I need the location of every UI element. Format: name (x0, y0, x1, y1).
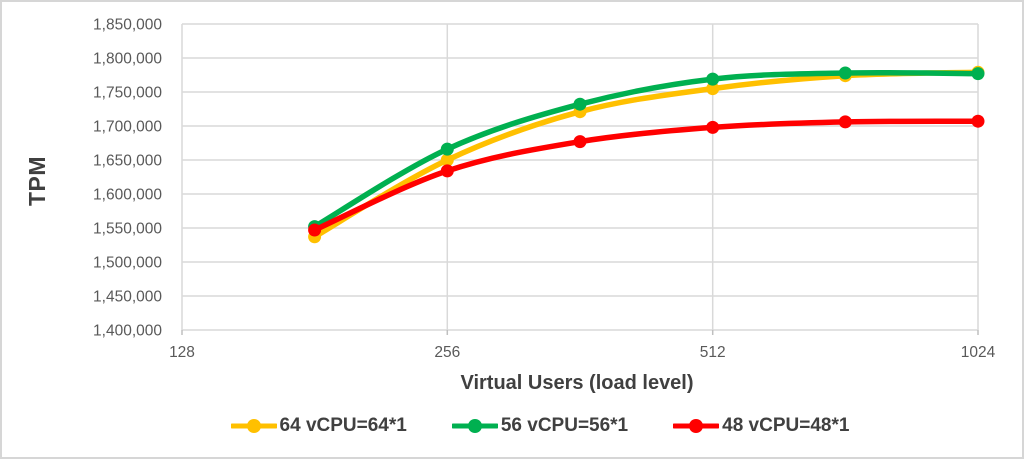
y-tick-label: 1,500,000 (93, 255, 162, 272)
y-tick-label: 1,850,000 (93, 17, 162, 34)
legend-marker-icon (451, 419, 498, 433)
data-point-marker (838, 115, 852, 129)
data-point-marker (573, 135, 587, 149)
data-point-marker (706, 82, 720, 96)
data-point-marker (308, 223, 322, 237)
legend-item-64vcpu: 64 vCPU=64*1 (230, 415, 407, 437)
legend-label: 56 vCPU=56*1 (500, 415, 629, 436)
series-line-2 (311, 118, 981, 233)
x-tick-label: 1024 (961, 344, 996, 361)
series-line-1 (311, 69, 981, 230)
data-point-marker (440, 164, 454, 178)
legend-marker-icon (230, 419, 277, 433)
legend-item-48vcpu: 48 vCPU=48*1 (673, 415, 849, 437)
data-point-marker (440, 153, 454, 167)
data-point-marker (440, 142, 454, 156)
legend-marker-icon (673, 419, 720, 433)
y-tick-label: 1,800,000 (93, 51, 162, 68)
legend-item-56vcpu: 56 vCPU=56*1 (451, 415, 629, 437)
legend: 64 vCPU=64*1 56 vCPU=56*1 48 vCPU=48*1 (56, 410, 1024, 442)
legend-label: 64 vCPU=64*1 (279, 415, 407, 436)
y-tick-label: 1,550,000 (93, 221, 162, 238)
y-tick-label: 1,400,000 (93, 323, 162, 340)
data-point-marker (706, 72, 720, 86)
y-tick-label: 1,450,000 (93, 289, 162, 306)
y-axis-title: TPM (23, 155, 50, 207)
data-point-marker (838, 66, 852, 80)
legend-label: 48 vCPU=48*1 (722, 415, 850, 436)
data-point-marker (706, 120, 720, 134)
x-tick-label: 128 (169, 344, 195, 361)
y-tick-label: 1,600,000 (93, 187, 162, 204)
x-axis-title: Virtual Users (load level) (460, 372, 694, 394)
x-tick-label: 512 (700, 344, 726, 361)
data-point-marker (971, 114, 985, 128)
x-tick-label: 256 (434, 344, 460, 361)
data-point-marker (971, 67, 985, 81)
series-line-0 (311, 69, 981, 240)
y-tick-label: 1,650,000 (93, 153, 162, 170)
data-point-marker (573, 97, 587, 111)
y-tick-label: 1,750,000 (93, 85, 162, 102)
y-tick-label: 1,700,000 (93, 119, 162, 136)
